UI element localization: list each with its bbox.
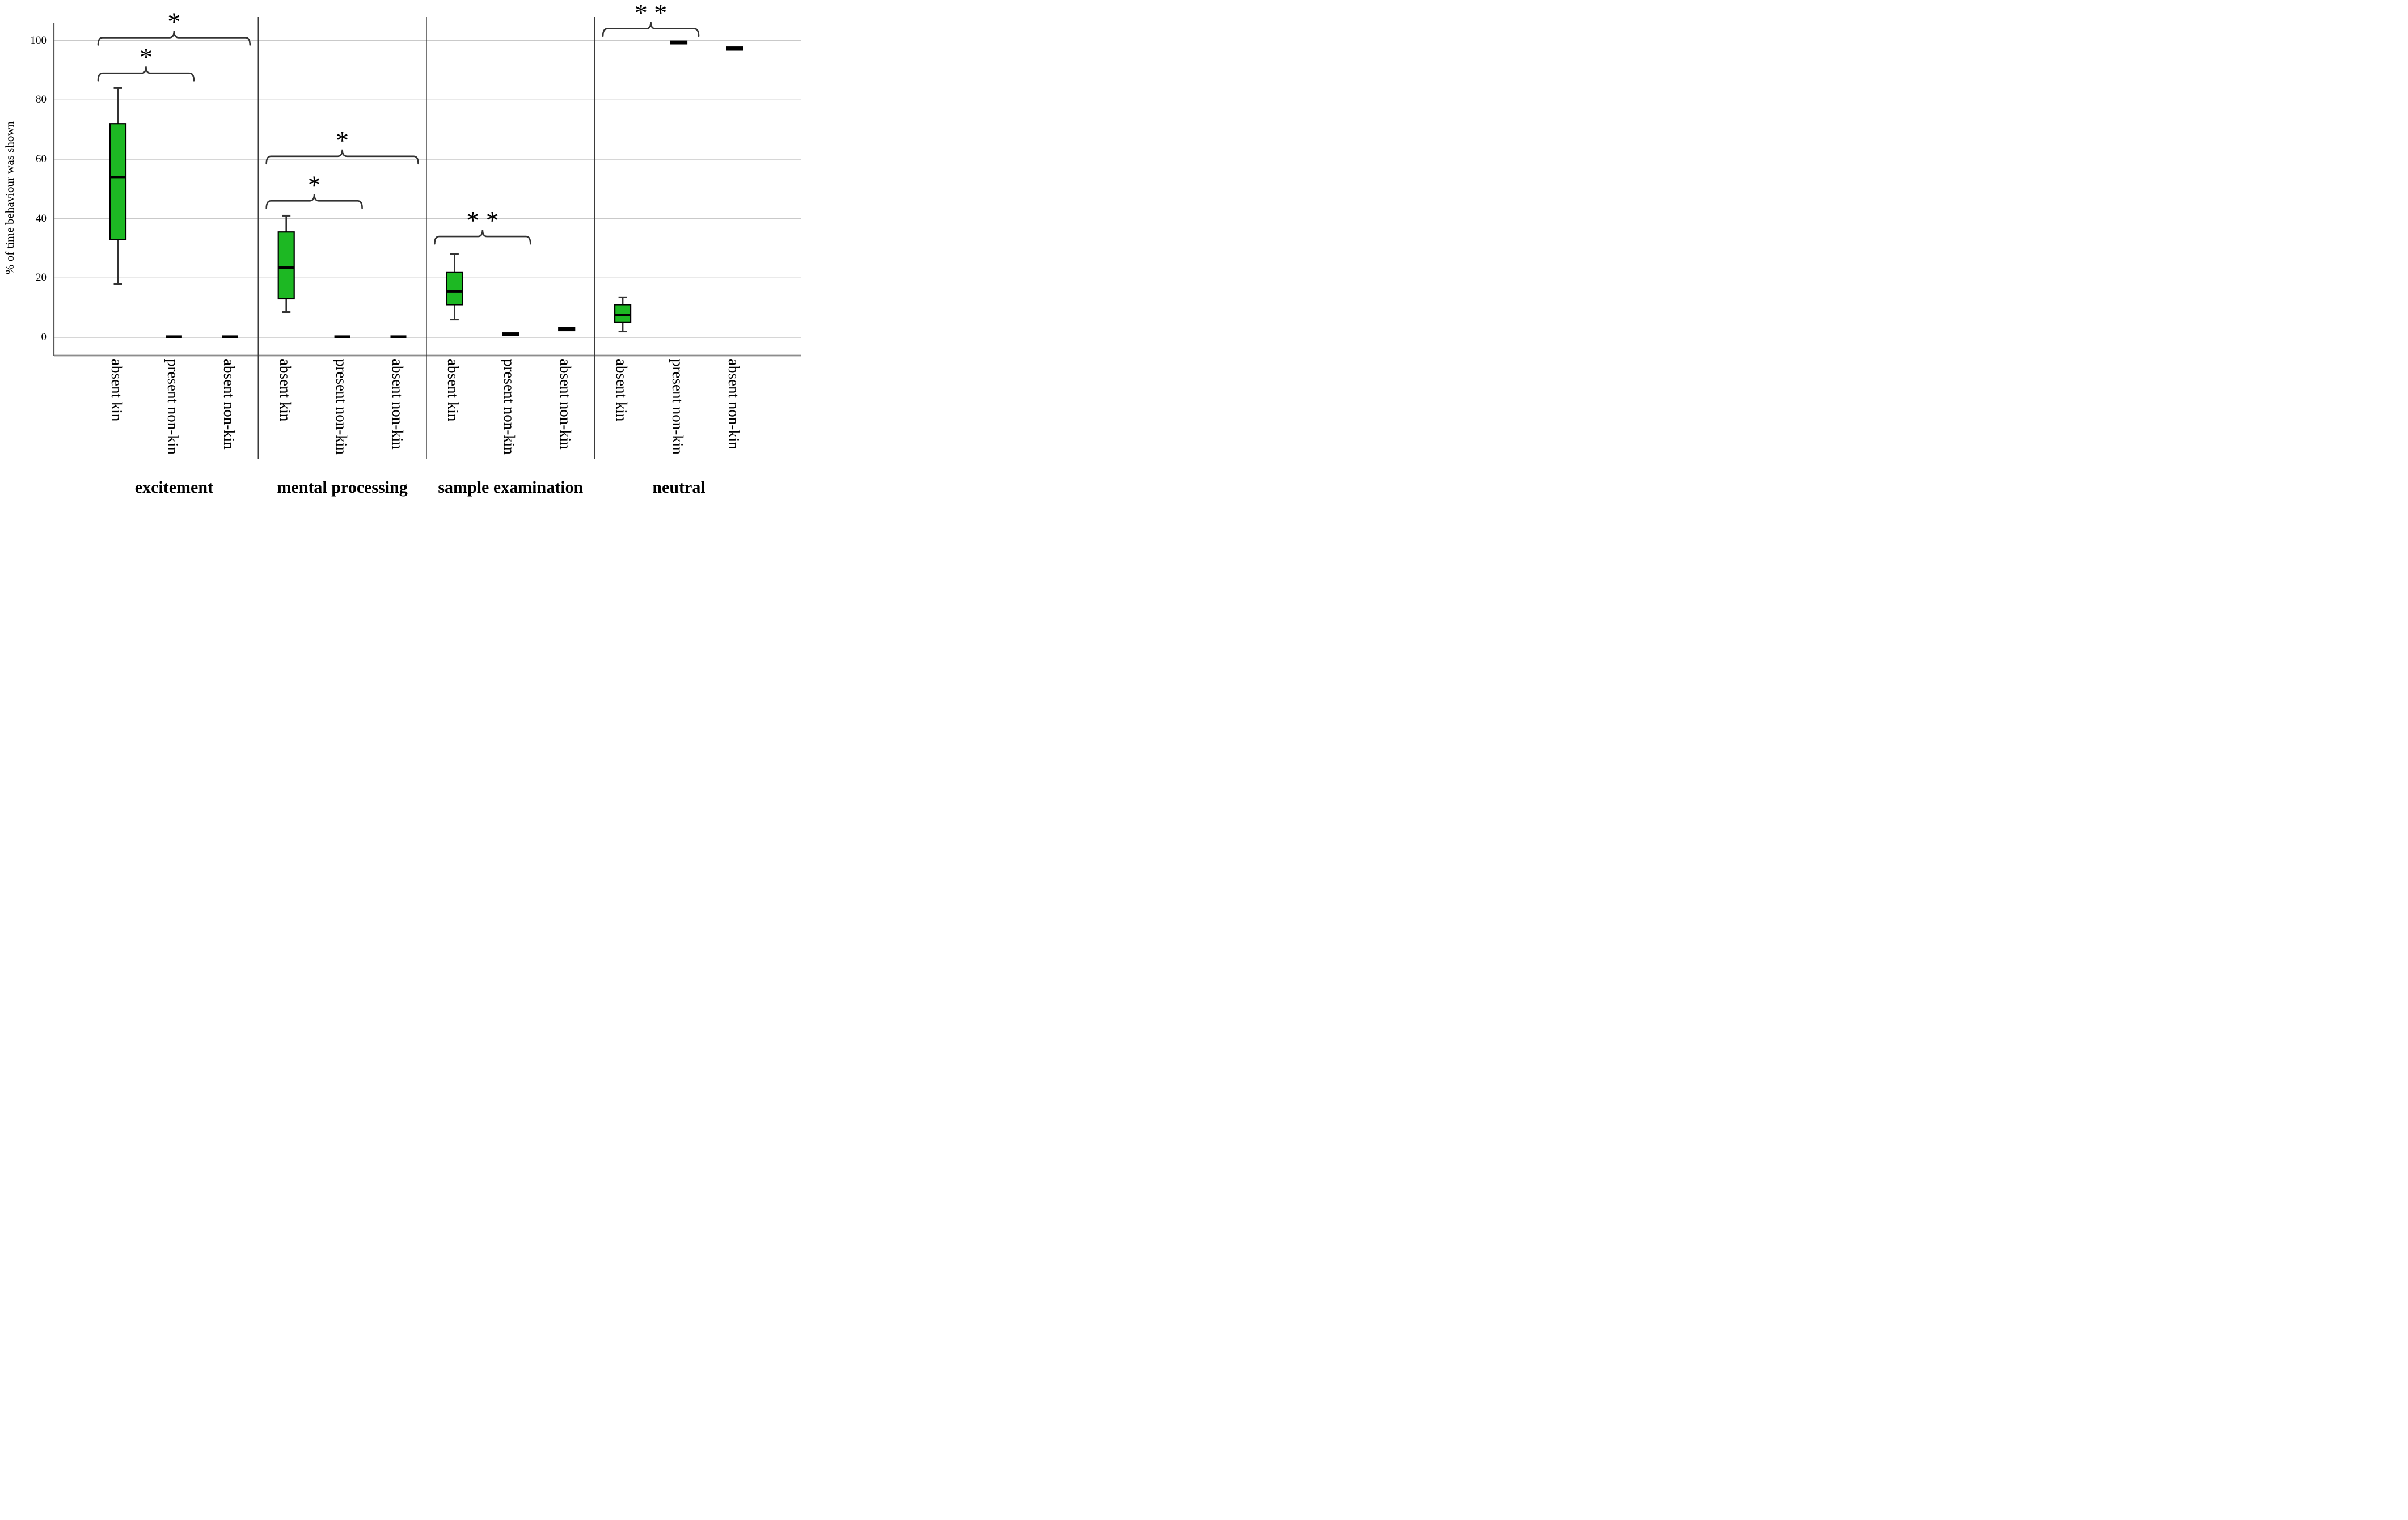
box-sample-examination-absent-kin xyxy=(446,271,463,306)
x-tick-label-mental-processing-absent-kin: absent kin xyxy=(276,359,294,422)
x-tick-label-neutral-absent-kin: absent kin xyxy=(613,359,631,422)
y-tick-label-60: 60 xyxy=(36,153,47,165)
box-neutral-present-non-kin-median xyxy=(671,41,687,44)
sig-bracket-neutral-5 xyxy=(602,22,700,37)
sig-asterisk-mental-processing-2: * xyxy=(336,126,349,155)
box-neutral-absent-kin xyxy=(614,304,632,323)
chart-canvas: * * * * * * * * xyxy=(53,0,801,459)
box-excitement-absent-non-kin-flatline xyxy=(222,335,238,338)
x-tick-label-excitement-present-non-kin: present non-kin xyxy=(164,359,181,455)
sig-bracket-sample-examination-4 xyxy=(434,230,531,245)
sig-asterisk-mental-processing-3: * xyxy=(308,170,321,199)
group-label-excitement: excitement xyxy=(134,478,214,497)
box-mental-processing-present-non-kin-flatline xyxy=(334,335,350,338)
sig-asterisk-neutral-5: * * xyxy=(635,0,668,27)
box-sample-examination-present-non-kin-median xyxy=(502,333,519,336)
sig-bracket-excitement-0 xyxy=(97,31,251,46)
x-tick-label-excitement-absent-non-kin: absent non-kin xyxy=(220,359,238,450)
box-neutral-absent-kin-median xyxy=(615,314,631,316)
sig-bracket-mental-processing-2 xyxy=(265,149,419,165)
group-label-sample-examination: sample examination xyxy=(438,478,584,497)
group-label-neutral: neutral xyxy=(652,478,705,497)
x-tick-label-sample-examination-present-non-kin: present non-kin xyxy=(501,359,518,455)
box-neutral-absent-non-kin-median xyxy=(726,47,743,50)
x-tick-label-neutral-absent-non-kin: absent non-kin xyxy=(725,359,742,450)
box-mental-processing-absent-kin xyxy=(277,231,295,300)
box-mental-processing-absent-non-kin-flatline xyxy=(390,335,407,338)
box-excitement-absent-kin xyxy=(109,123,127,240)
boxplot-figure: * * * * * * * * % of time behaviour was shown… xyxy=(0,0,802,507)
x-tick-label-mental-processing-present-non-kin: present non-kin xyxy=(332,359,350,455)
x-tick-label-sample-examination-absent-kin: absent kin xyxy=(445,359,462,422)
sig-asterisk-excitement-1: * xyxy=(140,43,153,71)
y-tick-label-20: 20 xyxy=(36,272,47,284)
x-tick-label-excitement-absent-kin: absent kin xyxy=(108,359,125,422)
x-tick-label-mental-processing-absent-non-kin: absent non-kin xyxy=(388,359,406,450)
box-excitement-present-non-kin-flatline xyxy=(166,335,182,338)
group-label-mental-processing: mental processing xyxy=(277,478,408,497)
y-tick-label-40: 40 xyxy=(36,212,47,225)
y-tick-label-80: 80 xyxy=(36,94,47,106)
sig-asterisk-sample-examination-4: * * xyxy=(466,206,499,235)
box-sample-examination-absent-kin-median xyxy=(446,290,463,293)
y-tick-label-0: 0 xyxy=(41,331,47,343)
box-excitement-absent-kin-median xyxy=(110,176,126,179)
box-mental-processing-absent-kin-median xyxy=(278,266,294,269)
x-tick-label-sample-examination-absent-non-kin: absent non-kin xyxy=(557,359,574,450)
x-tick-label-neutral-present-non-kin: present non-kin xyxy=(669,359,686,455)
sig-asterisk-excitement-0: * xyxy=(167,7,180,36)
y-tick-label-100: 100 xyxy=(30,34,47,46)
box-sample-examination-absent-non-kin-median xyxy=(559,328,575,331)
y-axis-title: % of time behaviour was shown xyxy=(3,121,16,275)
